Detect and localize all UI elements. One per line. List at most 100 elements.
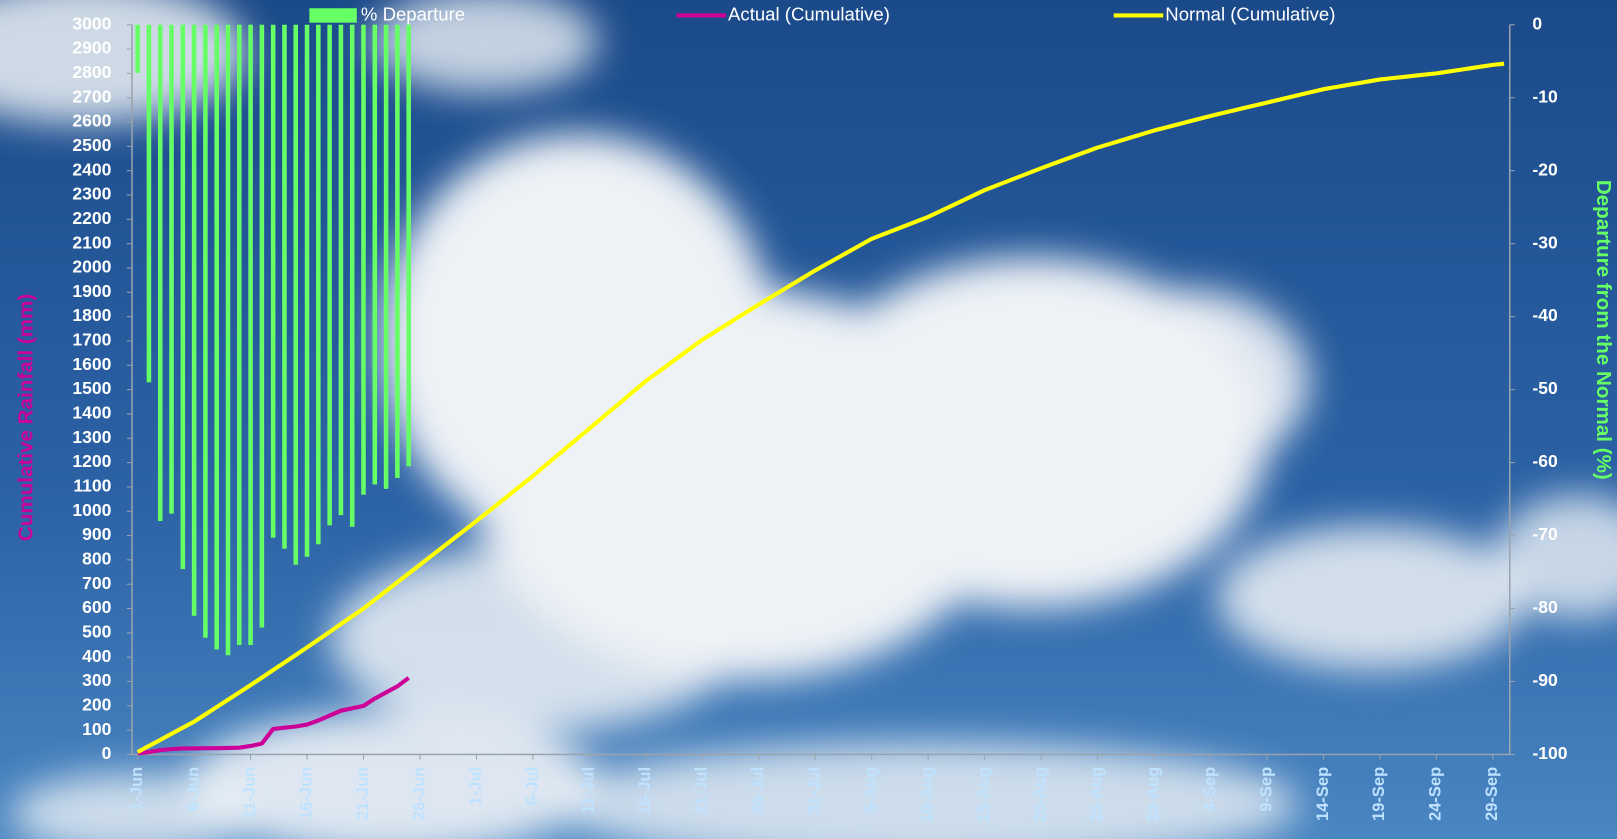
y2-tick-label: -10 [1532, 86, 1558, 106]
x-tick-label: 19-Sep [1370, 767, 1388, 821]
y2-tick-label: -40 [1532, 305, 1558, 325]
y-tick-label: 1500 [72, 378, 111, 398]
bar [282, 24, 287, 549]
y-tick-label: 2500 [72, 135, 111, 155]
bar [395, 24, 400, 478]
bar [327, 24, 332, 526]
bar [191, 24, 197, 616]
y-tick-label: 300 [82, 670, 111, 690]
y2-tick-label: -90 [1532, 670, 1558, 690]
y-tick-label: 2700 [72, 86, 111, 106]
x-tick-label: 1-Jul [467, 767, 485, 805]
x-tick-label: 21-Jul [693, 767, 711, 815]
bar [203, 24, 208, 638]
y-tick-label: 2600 [72, 111, 111, 131]
y-tick-label: 2000 [72, 257, 111, 277]
x-tick-label: 16-Jun [297, 767, 315, 820]
bar [259, 24, 265, 628]
x-tick-label: 9-Sep [1257, 767, 1275, 812]
y-tick-label: 100 [82, 719, 111, 739]
bar [157, 24, 163, 521]
x-tick-label: 1-Jun [128, 767, 146, 811]
bar [135, 24, 140, 73]
x-tick-label: 11-Jul [580, 767, 598, 814]
x-tick-label: 24-Sep [1427, 767, 1445, 821]
x-tick-label: 5-Aug [862, 767, 880, 814]
y-tick-label: 0 [102, 743, 112, 763]
x-tick-label: 14-Sep [1314, 767, 1332, 821]
bar [214, 24, 219, 650]
y-tick-label: 700 [82, 573, 111, 593]
x-tick-label: 20-Aug [1031, 767, 1049, 823]
y2-axis-title: Departure from the Normal (%) [1592, 180, 1615, 480]
y-tick-label: 1700 [72, 330, 111, 350]
bar [406, 24, 411, 467]
bar [304, 24, 310, 557]
x-tick-label: 21-Jun [354, 767, 372, 820]
y-tick-label: 200 [82, 694, 111, 714]
bar [225, 24, 231, 656]
y-tick-label: 1200 [72, 451, 111, 471]
y-tick-label: 1600 [72, 354, 111, 374]
y2-tick-label: -30 [1532, 232, 1558, 252]
x-tick-label: 6-Jul [523, 767, 541, 805]
x-tick-label: 26-Jun [410, 767, 428, 820]
y2-tick-label: -60 [1532, 451, 1558, 471]
y-tick-label: 2900 [72, 38, 111, 58]
y-axis-title: Cumulative Rainfall (mm) [14, 294, 37, 541]
bar [237, 24, 242, 646]
y2-tick-label: -70 [1532, 524, 1558, 544]
y-tick-label: 3000 [72, 13, 111, 33]
line [137, 676, 410, 756]
y-tick-label: 2400 [72, 159, 111, 179]
y-tick-label: 1400 [72, 403, 111, 423]
bar [293, 24, 299, 565]
y-tick-label: 1800 [72, 305, 111, 325]
bar [270, 24, 276, 538]
x-tick-label: 25-Aug [1088, 767, 1106, 823]
y-tick-label: 600 [82, 597, 111, 617]
y-tick-label: 900 [82, 524, 111, 544]
x-tick-label: 29-Sep [1483, 767, 1501, 821]
y-tick-label: 2100 [72, 232, 111, 252]
bar [349, 24, 355, 527]
legend-label: % Departure [361, 3, 465, 24]
y-tick-label: 1900 [72, 281, 111, 301]
bar [338, 24, 344, 516]
y2-tick-label: 0 [1532, 13, 1542, 33]
y-tick-label: 800 [82, 549, 111, 569]
x-tick-label: 30-Aug [1144, 767, 1162, 823]
x-tick-label: 26-Jul [749, 767, 767, 815]
bar [361, 24, 366, 495]
bar [316, 24, 321, 545]
legend-label: Actual (Cumulative) [728, 3, 890, 24]
y-tick-label: 1100 [73, 476, 111, 496]
y-tick-label: 500 [82, 621, 111, 641]
bar [169, 24, 174, 514]
y2-tick-label: -50 [1532, 378, 1558, 398]
y-tick-label: 2200 [72, 208, 111, 228]
y2-tick-label: -100 [1532, 743, 1567, 763]
y2-tick-label: -20 [1532, 159, 1558, 179]
line [136, 61, 1505, 754]
x-tick-label: 10-Aug [919, 767, 937, 823]
y2-tick-label: -80 [1532, 597, 1558, 617]
bar [383, 24, 389, 489]
y-tick-label: 1000 [72, 500, 111, 520]
y-tick-label: 2300 [72, 184, 111, 204]
bar [248, 24, 253, 646]
y-tick-label: 400 [82, 646, 111, 666]
x-tick-label: 16-Jul [636, 767, 654, 815]
legend-label: Normal (Cumulative) [1165, 3, 1335, 24]
x-tick-label: 6-Jun [184, 767, 202, 811]
bar [180, 24, 186, 570]
legend-swatch [309, 8, 357, 23]
x-tick-label: 4-Sep [1201, 767, 1219, 812]
x-tick-label: 15-Aug [975, 767, 993, 823]
y-tick-label: 1300 [72, 427, 111, 447]
x-tick-label: 11-Jun [241, 767, 259, 819]
bar [146, 24, 152, 383]
